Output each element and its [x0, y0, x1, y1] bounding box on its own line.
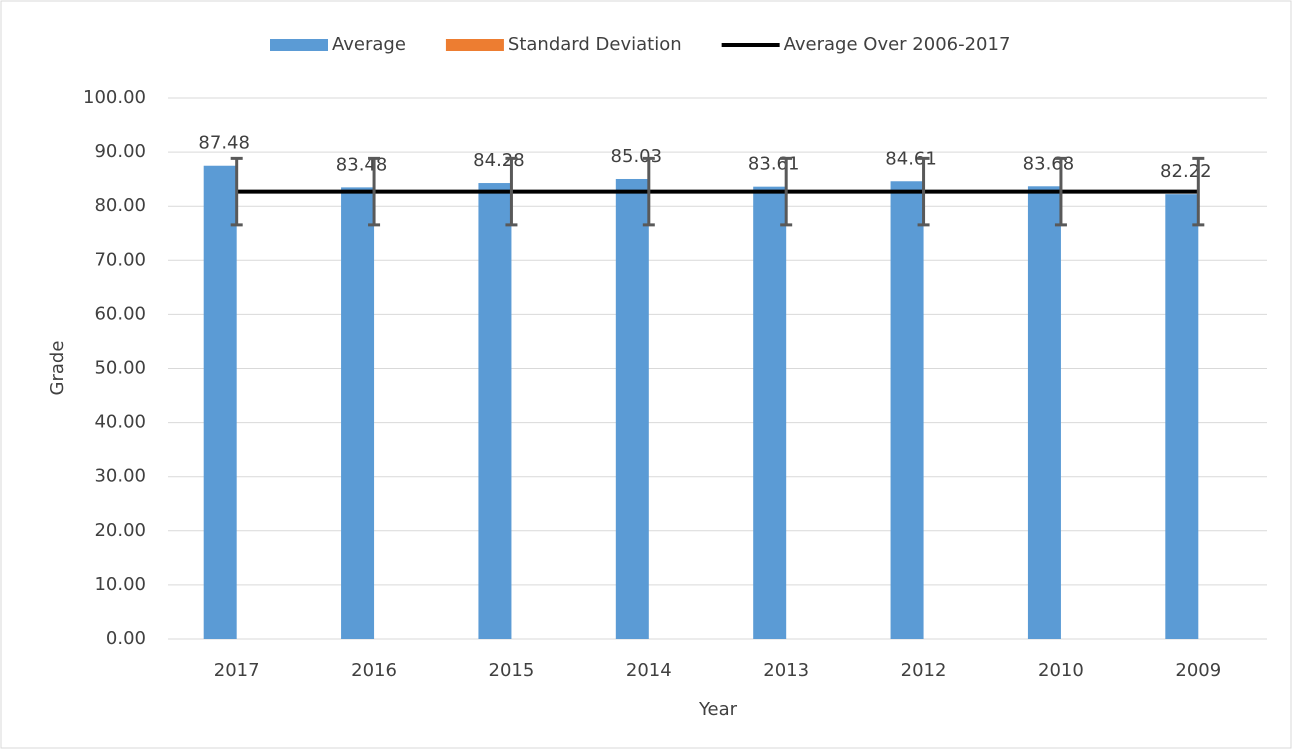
x-tick-label: 2010: [1038, 660, 1084, 681]
bar: [753, 186, 787, 639]
error-bar: [230, 156, 243, 227]
legend-swatch: [445, 39, 504, 51]
y-tick-label: 60.00: [94, 303, 146, 324]
data-label: 84.28: [473, 150, 525, 171]
data-label: 82.22: [1160, 161, 1212, 182]
x-tick-label: 2015: [489, 660, 535, 681]
data-label: 87.48: [198, 133, 250, 154]
bar: [203, 165, 237, 639]
x-tick-label: 2017: [214, 660, 260, 681]
error-bar: [368, 156, 381, 227]
x-axis-title: Year: [698, 699, 738, 720]
error-bar: [1054, 156, 1067, 227]
y-tick-label: 10.00: [94, 574, 146, 595]
bar: [890, 181, 924, 640]
legend-label: Average: [332, 34, 406, 55]
data-label: 85.03: [611, 146, 663, 167]
bar: [1165, 194, 1199, 639]
legend-swatch: [270, 39, 328, 51]
y-tick-label: 90.00: [94, 141, 146, 162]
y-tick-label: 50.00: [94, 358, 146, 379]
x-tick-label: 2013: [763, 660, 809, 681]
legend-label: Average Over 2006-2017: [784, 34, 1011, 55]
x-tick-label: 2012: [901, 660, 947, 681]
y-tick-label: 40.00: [94, 412, 146, 433]
legend-label: Standard Deviation: [508, 34, 682, 55]
error-bar: [642, 156, 655, 227]
x-tick-label: 2014: [626, 660, 672, 681]
error-bar: [1192, 156, 1205, 227]
y-tick-label: 80.00: [94, 195, 146, 216]
y-tick-label: 70.00: [94, 249, 146, 270]
y-tick-label: 100.00: [83, 87, 146, 108]
y-tick-label: 30.00: [94, 466, 146, 487]
error-bar: [917, 156, 930, 227]
x-tick-label: 2016: [351, 660, 397, 681]
y-tick-label: 0.00: [106, 628, 146, 649]
error-bar: [780, 156, 793, 227]
bar: [615, 178, 649, 639]
bar: [478, 183, 512, 639]
data-label: 83.61: [748, 154, 800, 175]
y-axis-title: Grade: [47, 341, 68, 396]
error-bar: [505, 156, 518, 227]
bar: [1027, 186, 1061, 639]
bar: [341, 187, 375, 639]
y-tick-label: 20.00: [94, 520, 146, 541]
x-tick-label: 2009: [1175, 660, 1221, 681]
data-label: 83.68: [1023, 153, 1075, 174]
